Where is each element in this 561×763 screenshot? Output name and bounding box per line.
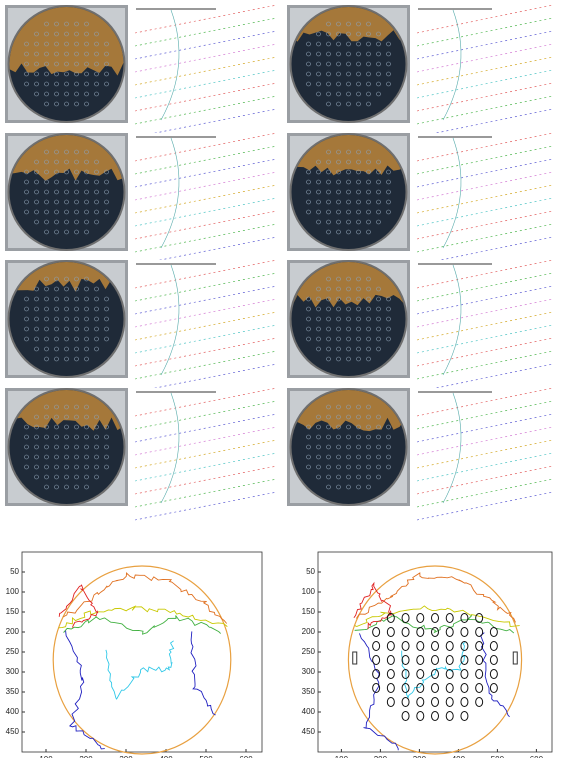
panel (5, 5, 281, 137)
y-tick-label: 250 (6, 647, 20, 656)
axes-box (22, 552, 262, 752)
plot-bg (131, 133, 281, 251)
y-tick-label: 350 (302, 687, 316, 696)
y-tick-label: 350 (6, 687, 20, 696)
plot-bg (413, 5, 557, 123)
panel (287, 260, 557, 392)
contour-plot: 1002003004005006005010015020025030035040… (302, 552, 552, 758)
panel (5, 133, 281, 265)
y-tick-label: 400 (6, 707, 20, 716)
plot-bg (131, 5, 281, 123)
y-tick-label: 50 (306, 567, 315, 576)
y-tick-label: 300 (302, 667, 316, 676)
panel (287, 133, 557, 265)
y-tick-label: 100 (6, 587, 20, 596)
y-tick-label: 50 (10, 567, 19, 576)
y-tick-label: 300 (6, 667, 20, 676)
plot-bg (413, 260, 557, 378)
y-tick-label: 250 (302, 647, 316, 656)
y-tick-label: 150 (302, 607, 316, 616)
y-tick-label: 150 (6, 607, 20, 616)
y-tick-label: 200 (302, 627, 316, 636)
y-tick-label: 450 (6, 727, 20, 736)
plot-bg (413, 388, 557, 506)
plot-bg (131, 388, 281, 506)
figure: 1002003004005006005010015020025030035040… (0, 0, 561, 758)
panel (5, 260, 281, 392)
panel (287, 388, 557, 520)
panel (287, 5, 557, 137)
plot-bg (131, 260, 281, 378)
y-tick-label: 100 (302, 587, 316, 596)
y-tick-label: 450 (302, 727, 316, 736)
y-tick-label: 200 (6, 627, 20, 636)
plot-bg (413, 133, 557, 251)
contour-plot: 1002003004005006005010015020025030035040… (6, 552, 262, 758)
panel (5, 388, 281, 520)
y-tick-label: 400 (302, 707, 316, 716)
